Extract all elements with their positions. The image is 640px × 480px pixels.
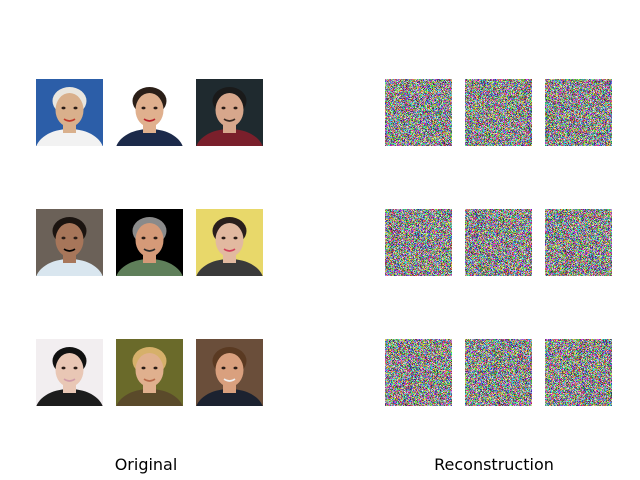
face-thumbnail — [196, 79, 263, 146]
noise-canvas — [465, 209, 532, 276]
reconstruction-image-5 — [465, 209, 532, 276]
noise-canvas — [545, 79, 612, 146]
noise-canvas — [385, 79, 452, 146]
original-image-5 — [116, 209, 183, 276]
noise-canvas — [385, 339, 452, 406]
original-caption: Original — [114, 455, 178, 474]
original-image-1 — [36, 79, 103, 146]
face-thumbnail — [196, 209, 263, 276]
noise-canvas — [465, 79, 532, 146]
face-thumbnail — [36, 209, 103, 276]
reconstruction-image-6 — [545, 209, 612, 276]
face-thumbnail — [116, 209, 183, 276]
original-image-8 — [116, 339, 183, 406]
original-image-9 — [196, 339, 263, 406]
noise-canvas — [545, 339, 612, 406]
face-thumbnail — [196, 339, 263, 406]
noise-canvas — [385, 209, 452, 276]
reconstruction-image-8 — [465, 339, 532, 406]
noise-canvas — [465, 339, 532, 406]
face-thumbnail — [116, 79, 183, 146]
reconstruction-image-4 — [385, 209, 452, 276]
reconstruction-image-7 — [385, 339, 452, 406]
original-image-2 — [116, 79, 183, 146]
reconstruction-image-3 — [545, 79, 612, 146]
reconstruction-image-2 — [465, 79, 532, 146]
reconstruction-caption: Reconstruction — [434, 455, 554, 474]
original-image-3 — [196, 79, 263, 146]
reconstruction-image-1 — [385, 79, 452, 146]
reconstruction-image-9 — [545, 339, 612, 406]
face-thumbnail — [36, 339, 103, 406]
face-thumbnail — [36, 79, 103, 146]
face-thumbnail — [116, 339, 183, 406]
original-image-6 — [196, 209, 263, 276]
original-image-7 — [36, 339, 103, 406]
noise-canvas — [545, 209, 612, 276]
original-image-4 — [36, 209, 103, 276]
